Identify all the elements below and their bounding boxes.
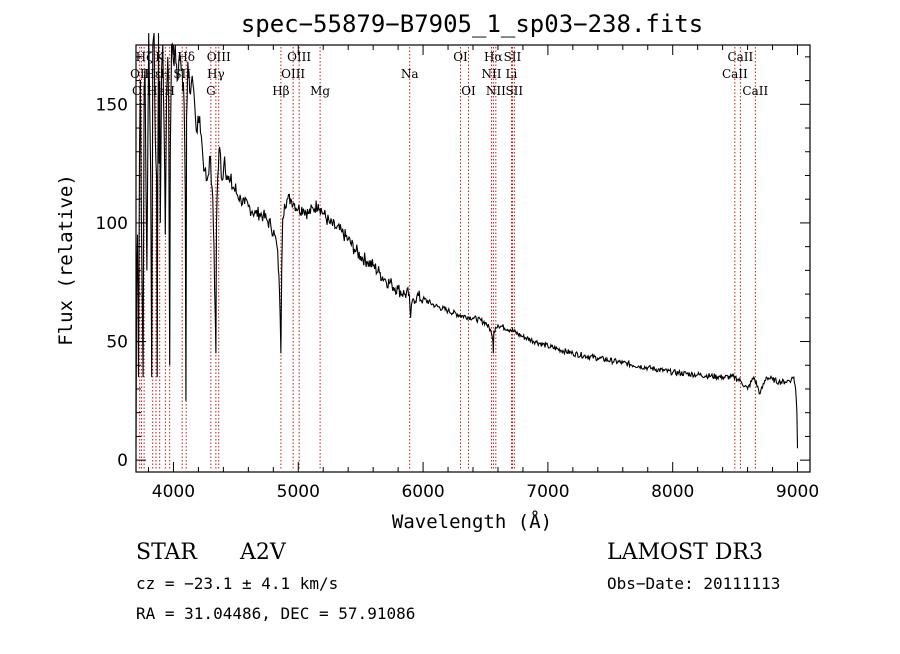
- x-tick-label: 7000: [526, 482, 569, 502]
- line-label: SII: [505, 84, 523, 98]
- x-axis-label: Wavelength (Å): [392, 510, 552, 533]
- line-label: He: [147, 84, 165, 98]
- y-tick-label: 100: [96, 214, 128, 234]
- observation-date: Obs−Date: 20111113: [607, 574, 780, 593]
- line-label: Na: [401, 67, 419, 81]
- y-tick-label: 50: [106, 333, 128, 353]
- survey-name: LAMOST DR3: [607, 540, 763, 565]
- line-label: H: [164, 84, 174, 98]
- y-tick-label: 150: [96, 95, 128, 115]
- line-label: OIII: [207, 50, 231, 64]
- line-label: Hγ: [207, 67, 225, 81]
- line-label: OI: [453, 50, 468, 64]
- spectral-line-labels: OIIOIIHζHεHeKHHSIIHδGHγOIIIHβOIIIOIIIMgN…: [130, 50, 768, 98]
- chart-title: spec−55879−B7905_1_sp03−238.fits: [241, 10, 703, 38]
- x-tick-label: 8000: [651, 482, 694, 502]
- line-label: K: [155, 50, 165, 64]
- object-subclass: A2V: [239, 540, 287, 565]
- line-label: H: [160, 67, 170, 81]
- x-tick-label: 5000: [277, 482, 320, 502]
- y-tick-label: 0: [117, 451, 128, 471]
- line-label: NII: [481, 67, 501, 81]
- line-label: Hα: [484, 50, 503, 64]
- line-label: NII: [486, 84, 506, 98]
- line-label: OIII: [281, 67, 305, 81]
- spectral-line-markers: [139, 47, 756, 470]
- y-axis-ticks: 0 50 100 150: [96, 56, 810, 471]
- line-label: SII: [504, 50, 522, 64]
- spectrum-trace: [135, 33, 799, 449]
- y-axis-label: Flux (relative): [55, 174, 77, 346]
- line-label: Hβ: [272, 84, 289, 98]
- plot-frame: [135, 44, 811, 473]
- x-tick-label: 4000: [152, 482, 195, 502]
- line-label: OIII: [287, 50, 311, 64]
- line-label: CaII: [727, 50, 753, 64]
- line-label: OII: [132, 84, 152, 98]
- line-label: Hδ: [177, 50, 195, 64]
- line-label: Mg: [310, 84, 330, 98]
- coordinates: RA = 31.04486, DEC = 57.91086: [136, 604, 415, 623]
- x-tick-label: 9000: [776, 482, 819, 502]
- object-class: STAR: [136, 540, 198, 565]
- line-label: Li: [506, 67, 518, 81]
- redshift-velocity: cz = −23.1 ± 4.1 km/s: [136, 574, 338, 593]
- line-label: CaII: [742, 84, 768, 98]
- line-label: G: [206, 84, 216, 98]
- line-label: OI: [461, 84, 476, 98]
- x-tick-label: 6000: [401, 482, 444, 502]
- x-axis-ticks: 4000 5000 6000 7000 8000 9000: [147, 45, 819, 502]
- line-label: CaII: [722, 67, 748, 81]
